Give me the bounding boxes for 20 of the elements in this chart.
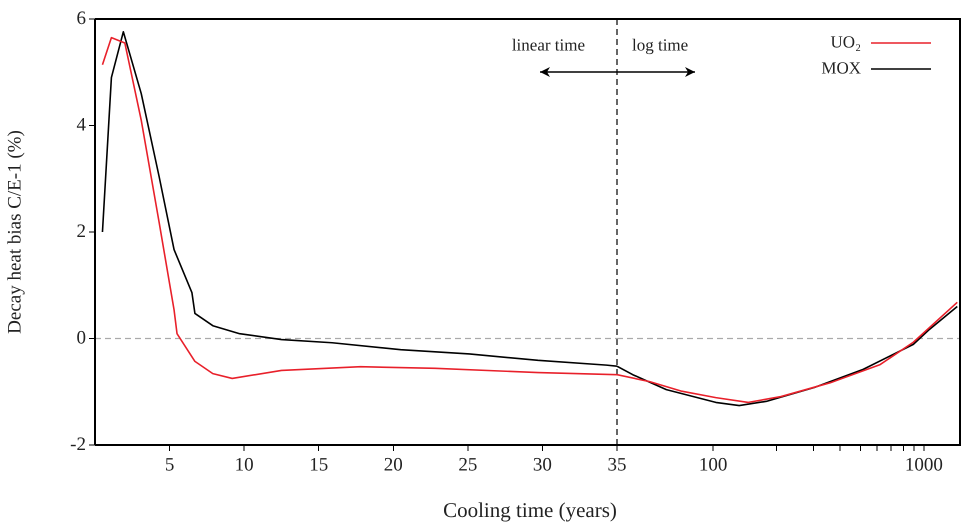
y-tick-label: -2 — [70, 434, 86, 455]
y-axis-title: Decay heat bias C/E-1 (%) — [4, 130, 26, 334]
y-tick-label: 4 — [76, 114, 86, 136]
annotation: linear time — [512, 35, 585, 54]
legend-label: MOX — [821, 58, 861, 78]
annotation: log time — [632, 35, 688, 54]
legend-label: UO₂ — [830, 32, 861, 52]
y-tick-label: 6 — [76, 8, 86, 29]
x-tick-label: 10 — [234, 454, 254, 476]
x-tick-label: 30 — [532, 454, 552, 476]
x-tick-label: 1000 — [904, 454, 943, 476]
x-tick-label: 20 — [384, 454, 403, 476]
x-axis-title: Cooling time (years) — [442, 498, 618, 523]
y-tick-label: 0 — [76, 327, 86, 348]
x-tick-label: 100 — [698, 454, 728, 476]
x-tick-label: 25 — [458, 454, 478, 476]
y-tick-label: 2 — [76, 220, 86, 242]
x-tick-label: 5 — [164, 454, 174, 476]
x-tick-label: 15 — [309, 454, 328, 476]
x-tick-label: 35 — [608, 454, 626, 476]
